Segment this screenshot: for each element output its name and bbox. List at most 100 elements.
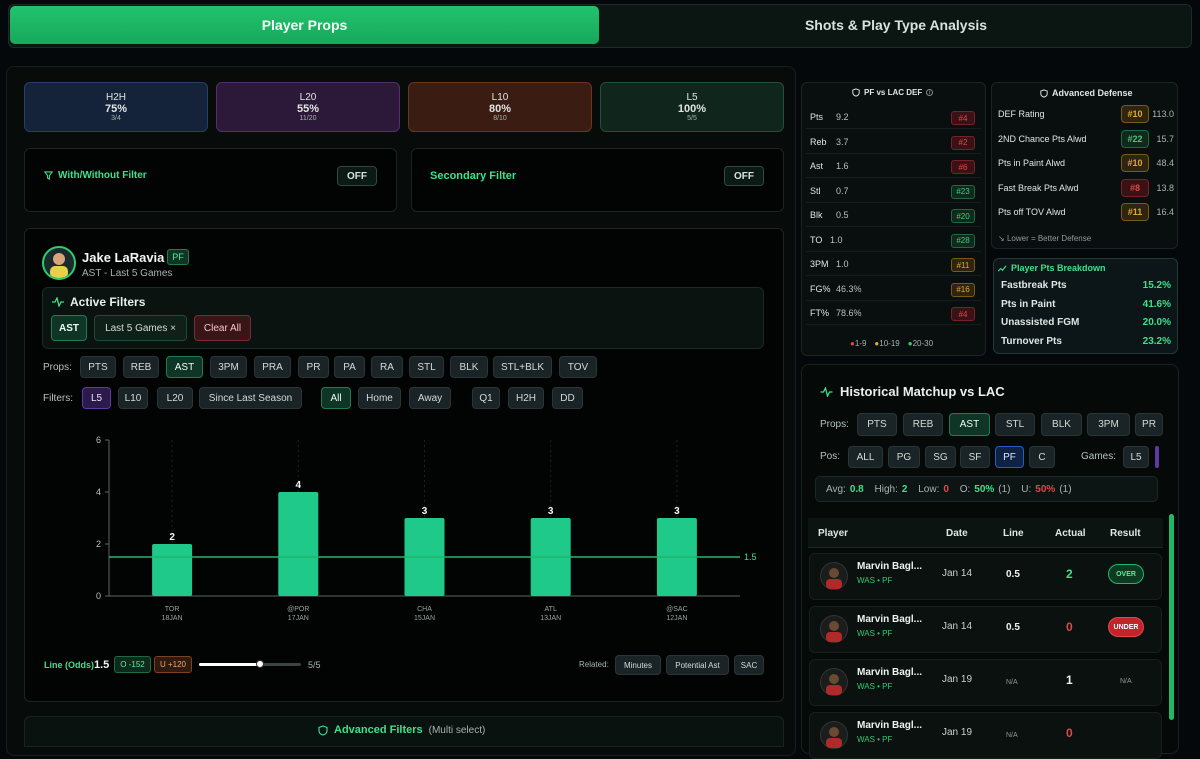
hit-card-pct: 75% xyxy=(104,103,128,115)
filter-l5[interactable]: L5 xyxy=(82,387,111,409)
def-stat-label: Stl xyxy=(810,185,821,196)
hm-table-row[interactable]: Marvin Bagl... WAS • PF Jan 19 N/A 1 N/A xyxy=(809,659,1162,706)
x-tick-label: @SAC xyxy=(666,606,688,613)
hm-player-name[interactable]: Marvin Bagl... xyxy=(857,614,923,625)
prop-ra[interactable]: RA xyxy=(371,356,403,378)
def-rank-badge: #4 xyxy=(951,307,975,321)
activity-icon xyxy=(820,386,833,397)
hm-player-team: WAS • PF xyxy=(857,629,893,638)
filter-h2h[interactable]: H2H xyxy=(508,387,544,409)
hm-pos-pf[interactable]: PF xyxy=(995,446,1024,468)
tab-player-props[interactable]: Player Props xyxy=(10,6,599,44)
hm-prop-reb[interactable]: REB xyxy=(903,413,943,436)
prop-reb[interactable]: REB xyxy=(123,356,159,378)
active-filter-chip-ast[interactable]: AST xyxy=(51,315,87,341)
prop-pr[interactable]: PR xyxy=(298,356,329,378)
hm-prop-stl[interactable]: STL xyxy=(995,413,1035,436)
hm-line: N/A xyxy=(1006,732,1018,739)
line-value: 1.5 xyxy=(94,659,110,671)
secondary-filter-box xyxy=(411,148,784,212)
filter-all[interactable]: All xyxy=(321,387,351,409)
prop-ast[interactable]: AST xyxy=(166,356,203,378)
hm-pos-c[interactable]: C xyxy=(1029,446,1055,468)
x-tick-date: 15JAN xyxy=(414,615,435,622)
hm-prop-pts[interactable]: PTS xyxy=(857,413,897,436)
hit-rate-card-l10[interactable]: L10 80% 8/10 xyxy=(408,82,592,132)
hm-table-row[interactable]: Marvin Bagl... WAS • PF Jan 14 0.5 2 OVER xyxy=(809,553,1162,600)
legend-yellow: ●10-19 xyxy=(874,339,900,348)
hm-prop-ast[interactable]: AST xyxy=(949,413,990,436)
adv-def-label: 2ND Chance Pts Alwd xyxy=(998,133,1087,144)
hm-player-team: WAS • PF xyxy=(857,735,893,744)
adv-def-label: DEF Rating xyxy=(998,109,1045,119)
y-tick-label: 2 xyxy=(96,539,101,549)
hm-player-name[interactable]: Marvin Bagl... xyxy=(857,720,923,731)
line-slider-knob[interactable] xyxy=(256,660,265,668)
filter-l10[interactable]: L10 xyxy=(118,387,148,409)
advanced-filters-header[interactable]: Advanced Filters (Multi select) xyxy=(318,724,485,736)
line-slider-track[interactable] xyxy=(199,660,301,668)
prop-tov[interactable]: TOV xyxy=(559,356,597,378)
def-stat-label: TO xyxy=(810,234,823,245)
hit-card-pct: 80% xyxy=(488,103,512,115)
prop-pra[interactable]: PRA xyxy=(254,356,291,378)
hit-rate-card-l5[interactable]: L5 100% 5/5 xyxy=(600,82,784,132)
breakdown-label: Unassisted FGM xyxy=(1001,317,1080,328)
related-sac[interactable]: SAC xyxy=(734,655,764,675)
prop-pts[interactable]: PTS xyxy=(80,356,116,378)
hm-games-l5[interactable]: L5 xyxy=(1123,446,1149,468)
hm-actual: 0 xyxy=(1066,620,1073,634)
hm-scrollbar[interactable] xyxy=(1169,514,1174,720)
hm-table-row[interactable]: Marvin Bagl... WAS • PF Jan 19 N/A 0 xyxy=(809,712,1162,759)
def-rank-badge: #28 xyxy=(951,233,975,248)
hm-actual: 0 xyxy=(1066,726,1073,740)
tab-shots-analysis[interactable]: Shots & Play Type Analysis xyxy=(804,17,988,33)
player-name: Jake LaRavia xyxy=(82,250,165,265)
hm-pos-all[interactable]: ALL xyxy=(848,446,883,468)
prop-stl-blk[interactable]: STL+BLK xyxy=(493,356,552,378)
over-odds[interactable]: O -152 xyxy=(114,656,151,673)
filter-since-last-season[interactable]: Since Last Season xyxy=(199,387,302,409)
related-minutes[interactable]: Minutes xyxy=(615,655,661,675)
hm-pos-pg[interactable]: PG xyxy=(888,446,920,468)
filter-home[interactable]: Home xyxy=(358,387,401,409)
pts-breakdown-row: Unassisted FGM 20.0% xyxy=(1001,317,1171,328)
under-odds[interactable]: U +120 xyxy=(154,656,192,673)
prop-blk[interactable]: BLK xyxy=(450,356,488,378)
hit-rate-card-l20[interactable]: L20 55% 11/20 xyxy=(216,82,400,132)
hit-rate-card-h2h[interactable]: H2H 75% 3/4 xyxy=(24,82,208,132)
prop-stl[interactable]: STL xyxy=(409,356,444,378)
prop-3pm[interactable]: 3PM xyxy=(210,356,247,378)
bar-value-label: 3 xyxy=(674,506,680,517)
hit-card-fraction: 3/4 xyxy=(111,115,121,122)
related-potential-ast[interactable]: Potential Ast xyxy=(666,655,729,675)
pts-breakdown-row: Fastbreak Pts 15.2% xyxy=(1001,280,1171,291)
clear-all-button[interactable]: Clear All xyxy=(194,315,251,341)
hm-player-name[interactable]: Marvin Bagl... xyxy=(857,667,923,678)
info-icon[interactable]: i xyxy=(926,89,934,96)
filter-q1[interactable]: Q1 xyxy=(472,387,500,409)
def-stat-label: FT% xyxy=(810,308,829,318)
filter-away[interactable]: Away xyxy=(409,387,451,409)
hm-prop-pr[interactable]: PR xyxy=(1135,413,1163,436)
def-stat-label: FG% xyxy=(810,283,831,294)
hm-pos-sf[interactable]: SF xyxy=(960,446,990,468)
pts-breakdown-row: Turnover Pts 23.2% xyxy=(1001,336,1171,347)
hm-actual: 1 xyxy=(1066,673,1073,687)
filter-dd[interactable]: DD xyxy=(552,387,583,409)
with-without-toggle[interactable]: OFF xyxy=(337,166,377,186)
adv-def-rank: #22 xyxy=(1121,129,1149,148)
hm-table-row[interactable]: Marvin Bagl... WAS • PF Jan 14 0.5 0 UNDER xyxy=(809,606,1162,653)
hm-prop-3pm[interactable]: 3PM xyxy=(1087,413,1130,436)
adv-def-row: Fast Break Pts Alwd #8 13.8 xyxy=(998,178,1174,201)
filter-l20[interactable]: L20 xyxy=(157,387,193,409)
def-rank-badge: #6 xyxy=(951,160,975,174)
hm-prop-blk[interactable]: BLK xyxy=(1041,413,1082,436)
prop-pa[interactable]: PA xyxy=(334,356,365,378)
def-row-reb: Reb 3.7 #2 xyxy=(806,133,981,154)
hm-pos-sg[interactable]: SG xyxy=(925,446,956,468)
active-filter-chip-last5[interactable]: Last 5 Games × xyxy=(94,315,187,341)
hm-player-name[interactable]: Marvin Bagl... xyxy=(857,561,923,572)
x-tick-label: CHA xyxy=(417,606,432,613)
secondary-filter-toggle[interactable]: OFF xyxy=(724,166,764,186)
